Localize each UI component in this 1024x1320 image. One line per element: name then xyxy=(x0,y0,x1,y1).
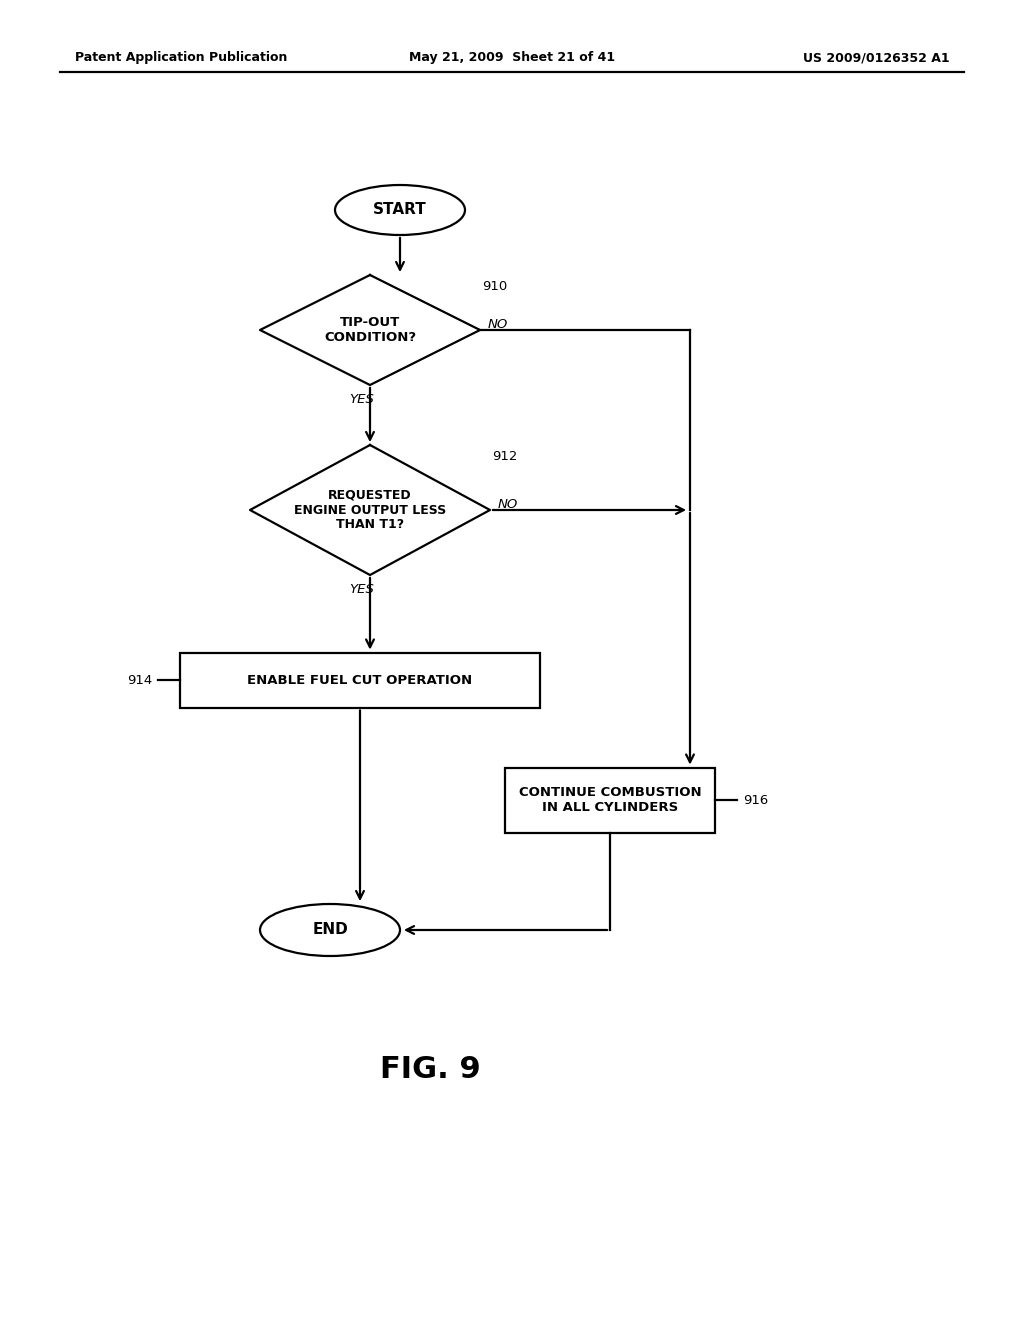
Text: May 21, 2009  Sheet 21 of 41: May 21, 2009 Sheet 21 of 41 xyxy=(409,51,615,65)
Bar xyxy=(180,652,540,708)
Text: NO: NO xyxy=(498,498,518,511)
Text: REQUESTED
ENGINE OUTPUT LESS
THAN T1?: REQUESTED ENGINE OUTPUT LESS THAN T1? xyxy=(294,488,446,532)
Text: TIP-OUT
CONDITION?: TIP-OUT CONDITION? xyxy=(324,315,416,345)
Text: 912: 912 xyxy=(492,450,517,463)
Bar xyxy=(505,767,715,833)
Text: 910: 910 xyxy=(482,280,507,293)
Text: ENABLE FUEL CUT OPERATION: ENABLE FUEL CUT OPERATION xyxy=(248,673,472,686)
Text: Patent Application Publication: Patent Application Publication xyxy=(75,51,288,65)
Text: YES: YES xyxy=(349,583,375,597)
Text: 916: 916 xyxy=(743,793,768,807)
Text: 914: 914 xyxy=(127,673,152,686)
Text: US 2009/0126352 A1: US 2009/0126352 A1 xyxy=(804,51,950,65)
Text: CONTINUE COMBUSTION
IN ALL CYLINDERS: CONTINUE COMBUSTION IN ALL CYLINDERS xyxy=(519,785,701,814)
Text: FIG. 9: FIG. 9 xyxy=(380,1056,480,1085)
Text: START: START xyxy=(373,202,427,218)
Text: NO: NO xyxy=(488,318,508,330)
Text: END: END xyxy=(312,923,348,937)
Text: YES: YES xyxy=(349,393,375,407)
